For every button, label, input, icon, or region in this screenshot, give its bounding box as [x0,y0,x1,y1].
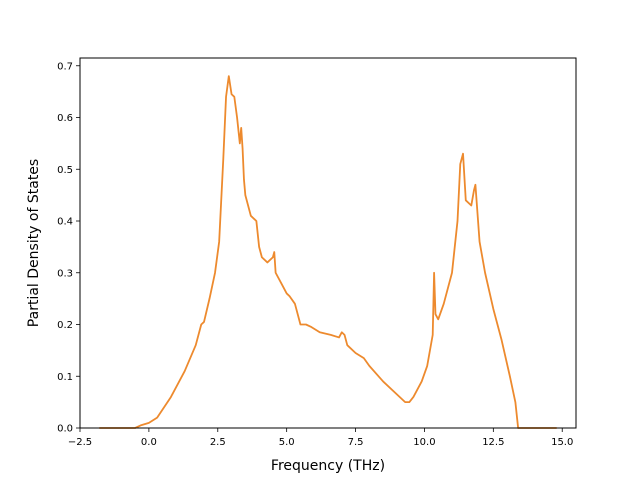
y-tick-label: 0.6 [57,113,73,124]
axes-frame [79,57,577,429]
y-axis-ticks: 0.0 0.1 0.2 0.3 0.4 0.5 0.6 0.7 [57,61,80,435]
x-tick-label: 2.5 [210,437,226,448]
x-tick-label: 0.0 [141,437,157,448]
x-tick-label: 12.5 [482,437,504,448]
y-tick-label: 0.1 [57,372,73,383]
x-axis-label: Frequency (THz) [271,458,385,474]
y-axis-label: Partial Density of States [26,159,42,327]
x-tick-label: 10.0 [413,437,435,448]
x-tick-label: 15.0 [551,437,573,448]
y-tick-label: 0.3 [57,268,73,279]
x-tick-label: −2.5 [68,437,92,448]
y-tick-label: 0.0 [57,424,73,435]
plot-area [99,75,557,429]
y-tick-label: 0.2 [57,320,73,331]
x-axis-ticks: −2.5 0.0 2.5 5.0 7.5 10.0 12.5 15.0 [68,428,573,448]
y-tick-label: 0.4 [57,217,73,228]
x-tick-label: 5.0 [279,437,295,448]
pdos-series-line [99,75,557,429]
y-tick-label: 0.7 [57,61,73,72]
y-tick-label: 0.5 [57,165,73,176]
x-tick-label: 7.5 [348,437,364,448]
